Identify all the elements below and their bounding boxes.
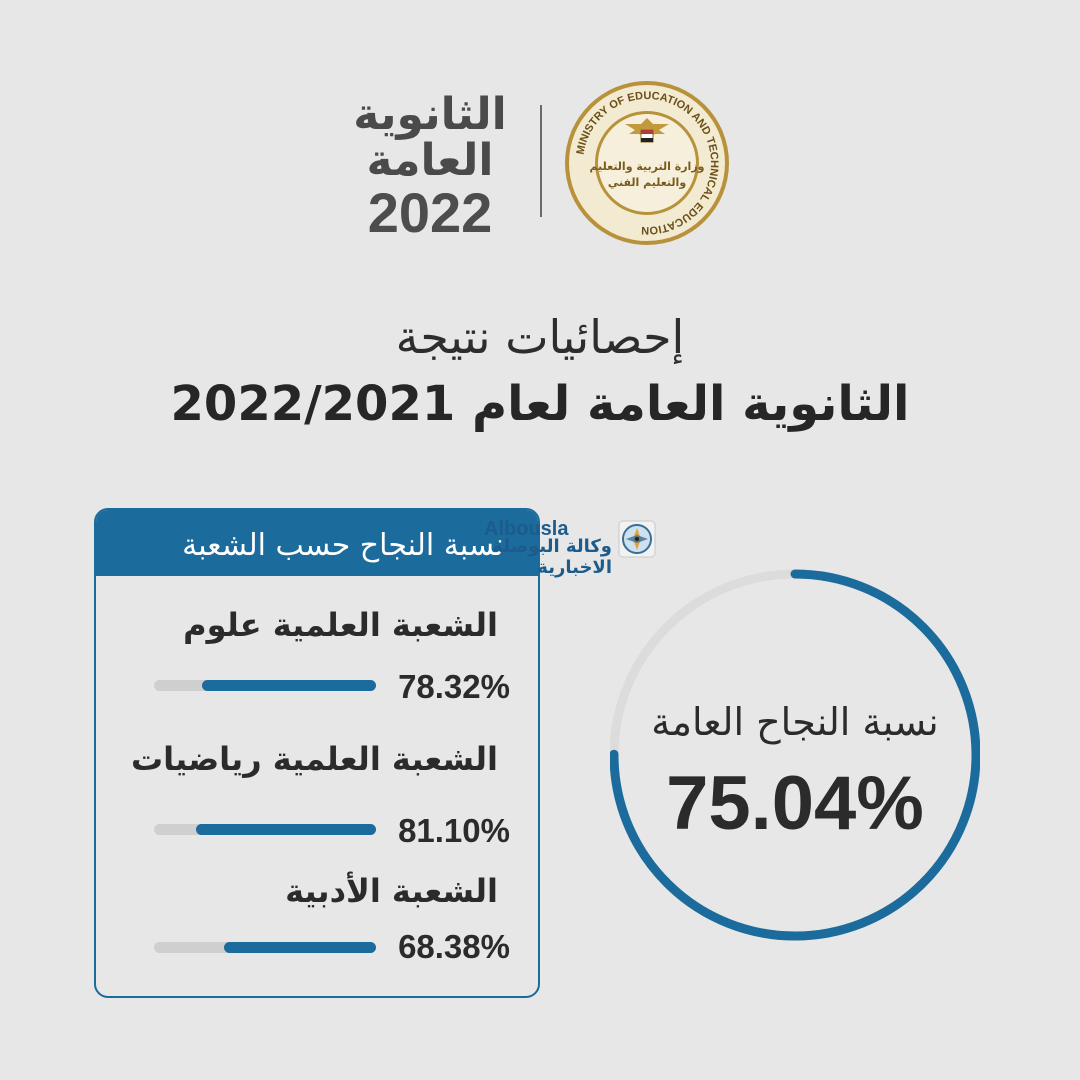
- ministry-seal-icon: MINISTRY OF EDUCATION AND TECHNICAL EDUC…: [565, 81, 729, 245]
- news-agency-watermark: Albousla وكالة البوصلة الاخبارية: [428, 518, 660, 578]
- watermark-arabic-text: وكالة البوصلة الاخبارية: [492, 536, 612, 578]
- brand-divider: [540, 105, 542, 217]
- progress-fill-math: [195, 824, 376, 835]
- page-title-line-2: الثانوية العامة لعام 2022/2021: [170, 376, 910, 432]
- brand-word-2: العامة: [366, 135, 495, 186]
- progress-fill-science: [202, 680, 376, 691]
- track-percent-science: 78.32%: [398, 668, 510, 705]
- watermark-latin-text: Albousla: [484, 518, 569, 540]
- track-percent-math: 81.10%: [398, 812, 510, 849]
- ministry-seal-logo: MINISTRY OF EDUCATION AND TECHNICAL EDUC…: [562, 78, 732, 248]
- overall-pass-label: نسبة النجاح العامة: [651, 700, 939, 744]
- overall-pass-value: 75.04%: [666, 761, 924, 846]
- track-stats-panel: نسبة النجاح حسب الشعبة الشعبة العلمية عل…: [94, 508, 540, 998]
- track-name-science: الشعبة العلمية علوم: [183, 606, 498, 644]
- compass-icon: [618, 520, 656, 558]
- ring-fill: [610, 569, 980, 941]
- brand-wordmark: الثانوية العامة 2022: [340, 92, 520, 242]
- overall-pass-ring: [610, 565, 980, 945]
- track-name-literary: الشعبة الأدبية: [285, 872, 498, 910]
- track-name-math: الشعبة العلمية رياضيات: [131, 740, 498, 778]
- brand-word-1: الثانوية: [353, 89, 507, 140]
- progress-bar-literary: [154, 942, 376, 953]
- page-title-line-1: إحصائيات نتيجة: [395, 310, 685, 364]
- panel-header: نسبة النجاح حسب الشعبة: [96, 510, 538, 576]
- track-percent-literary: 68.38%: [398, 928, 510, 965]
- progress-fill-literary: [224, 942, 376, 953]
- progress-bar-science: [154, 680, 376, 691]
- seal-arabic-line-1: وزارة التربية والتعليم: [590, 160, 705, 173]
- seal-arabic-line-2: والتعليم الفني: [608, 176, 686, 189]
- brand-year: 2022: [367, 181, 493, 244]
- progress-bar-math: [154, 824, 376, 835]
